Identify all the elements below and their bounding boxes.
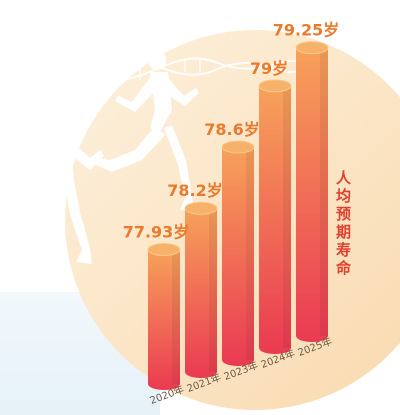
- bar-body: [222, 147, 254, 366]
- bar-body: [259, 85, 291, 354]
- bar-cap: [184, 201, 218, 215]
- bar-shade: [172, 249, 180, 384]
- bar-body: [185, 208, 217, 378]
- value-label-3: 78.6岁: [204, 120, 259, 139]
- bar-4: [258, 79, 292, 354]
- value-labels-group: 77.93岁 78.2岁 78.6岁 79岁 79.25岁: [123, 21, 340, 242]
- bar-shade: [320, 47, 328, 336]
- bar-5: [295, 41, 329, 342]
- bar-2: [184, 201, 218, 378]
- bar-cap: [295, 41, 329, 55]
- chart-title: 人均预期寿命: [334, 170, 352, 278]
- bar-cap: [147, 243, 181, 257]
- runner-man-icon: [10, 108, 104, 266]
- bar-1: [147, 243, 181, 390]
- runner-woman-icon: [96, 50, 199, 210]
- value-label-5: 79.25岁: [273, 21, 340, 40]
- value-label-1: 77.93岁: [123, 223, 190, 242]
- bar-body: [148, 249, 180, 390]
- bar-3: [221, 140, 255, 366]
- value-label-2: 78.2岁: [167, 181, 222, 200]
- bar-body: [296, 47, 328, 342]
- bar-shade: [246, 147, 254, 360]
- value-label-4: 79岁: [250, 59, 288, 78]
- bar-cap: [221, 140, 255, 154]
- dna-helix-icon: [94, 54, 301, 82]
- bars-group: [147, 41, 329, 390]
- bar-shade: [209, 208, 217, 372]
- bar-shade: [283, 85, 291, 348]
- bar-cap: [258, 79, 292, 93]
